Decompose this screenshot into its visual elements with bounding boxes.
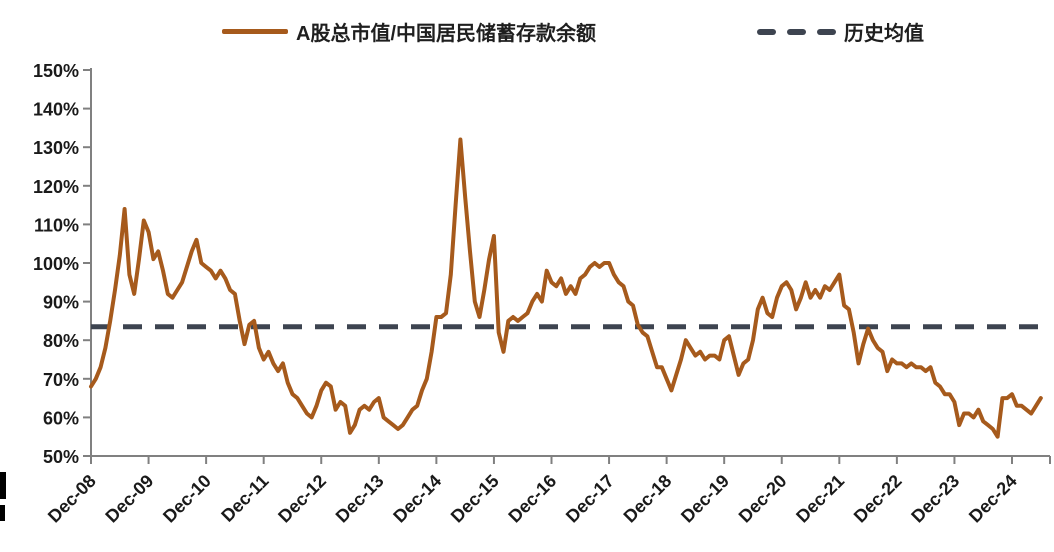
dash-segment	[817, 28, 836, 35]
x-tick-label: Dec-21	[792, 471, 848, 527]
x-tick-label: Dec-08	[44, 471, 100, 527]
y-tick-label: 150%	[33, 61, 79, 81]
y-tick-label: 90%	[43, 293, 79, 313]
series-legend-label: A股总市值/中国居民储蓄存款余额	[296, 23, 596, 45]
dash-segment	[787, 28, 806, 35]
cropped-source-text-fragment	[0, 505, 5, 521]
x-tick-label: Dec-17	[562, 471, 618, 527]
cropped-source-text-fragment	[0, 472, 6, 499]
x-tick-label: Dec-19	[677, 471, 733, 527]
series-line	[89, 137, 1043, 439]
x-tick-label: Dec-13	[332, 471, 388, 527]
x-tick-label: Dec-14	[389, 471, 445, 527]
y-tick-label: 120%	[33, 177, 79, 197]
x-tick-label: Dec-24	[965, 471, 1021, 527]
legend-item-series: A股总市值/中国居民储蓄存款余额	[222, 17, 596, 46]
y-tick-label: 60%	[43, 408, 79, 428]
x-tick-label: Dec-12	[274, 471, 330, 527]
average-line-swatch	[757, 28, 838, 35]
x-tick-label: Dec-16	[504, 471, 560, 527]
legend-item-average: 历史均值	[757, 17, 924, 46]
series-line-swatch	[222, 29, 288, 34]
y-tick-label: 80%	[43, 331, 79, 351]
x-tick-label: Dec-11	[217, 471, 272, 526]
x-tick-label: Dec-22	[850, 471, 906, 527]
average-legend-label: 历史均值	[844, 23, 924, 45]
y-tick-label: 130%	[33, 138, 79, 158]
x-tick-label: Dec-09	[101, 471, 157, 527]
x-tick-label: Dec-18	[620, 471, 676, 527]
x-tick-label: Dec-15	[447, 471, 503, 527]
y-tick-label: 70%	[43, 370, 79, 390]
y-tick-label: 50%	[43, 447, 79, 467]
x-tick-label: Dec-23	[907, 471, 963, 527]
y-tick-label: 110%	[34, 215, 79, 235]
y-tick-label: 100%	[33, 254, 79, 274]
y-tick-label: 140%	[33, 100, 79, 120]
x-tick-label: Dec-20	[735, 471, 791, 527]
x-tick-label: Dec-10	[159, 471, 215, 527]
dash-segment	[757, 28, 776, 35]
